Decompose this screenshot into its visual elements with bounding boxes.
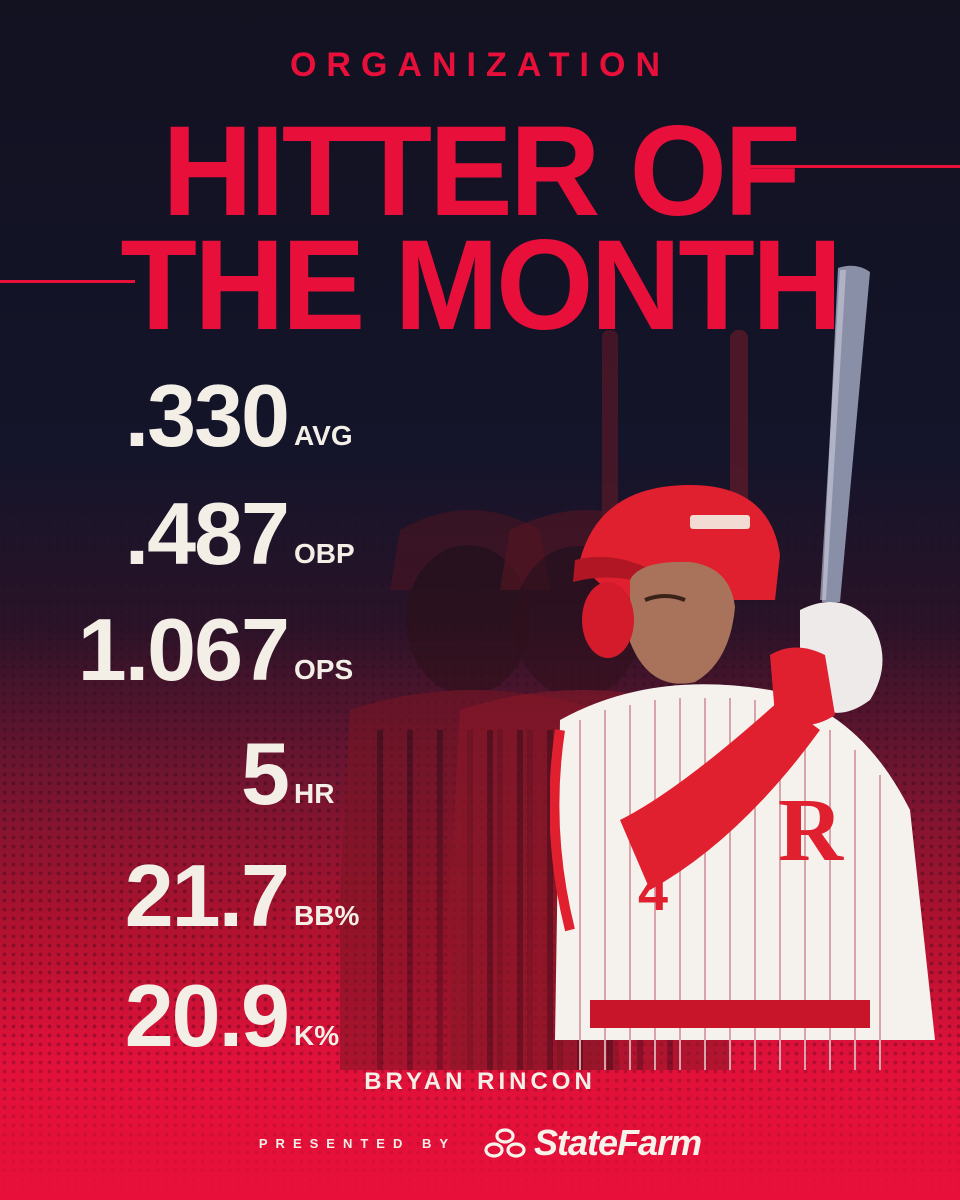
eyebrow-title: ORGANIZATION: [289, 46, 670, 84]
stat-label: HR: [294, 778, 335, 809]
player-name: BRYAN RINCON: [364, 1068, 596, 1095]
svg-text:R: R: [778, 781, 844, 880]
sponsor-bar: PRESENTED BY StateFarm: [0, 1118, 960, 1168]
state-farm-logo-icon: [484, 1128, 526, 1158]
headline-line-2: THE MONTH: [120, 214, 842, 357]
stat-obp: .487 OBP: [125, 478, 380, 578]
svg-text:4: 4: [638, 862, 668, 922]
stat-value: .487: [124, 484, 290, 583]
accent-rule-right: [750, 165, 960, 168]
stat-avg: .330 AVG: [125, 360, 380, 460]
stat-label: K%: [294, 1020, 340, 1051]
presented-by-label: PRESENTED BY: [258, 1135, 457, 1151]
stat-value: 20.9: [124, 966, 290, 1065]
sponsor-logo: StateFarm: [482, 1122, 702, 1164]
stat-bb-pct: 21.7 BB%: [125, 840, 380, 940]
stat-label: AVG: [294, 420, 353, 451]
stat-value: 1.067: [77, 600, 290, 699]
stat-label: OBP: [294, 538, 355, 569]
stat-k-pct: 20.9 K%: [125, 960, 380, 1060]
stat-value: 5: [241, 724, 290, 823]
stat-ops: 1.067 OPS: [78, 594, 380, 694]
stat-value: 21.7: [124, 846, 290, 945]
sponsor-brand: StateFarm: [534, 1122, 702, 1163]
stat-hr: 5 HR: [241, 718, 380, 818]
stat-value: .330: [124, 366, 290, 465]
stat-label: BB%: [294, 900, 360, 931]
player-photo: R 4: [550, 265, 935, 1070]
stat-label: OPS: [294, 654, 354, 685]
headline-line-1: HITTER OF: [162, 100, 800, 243]
accent-rule-left: [0, 280, 135, 283]
